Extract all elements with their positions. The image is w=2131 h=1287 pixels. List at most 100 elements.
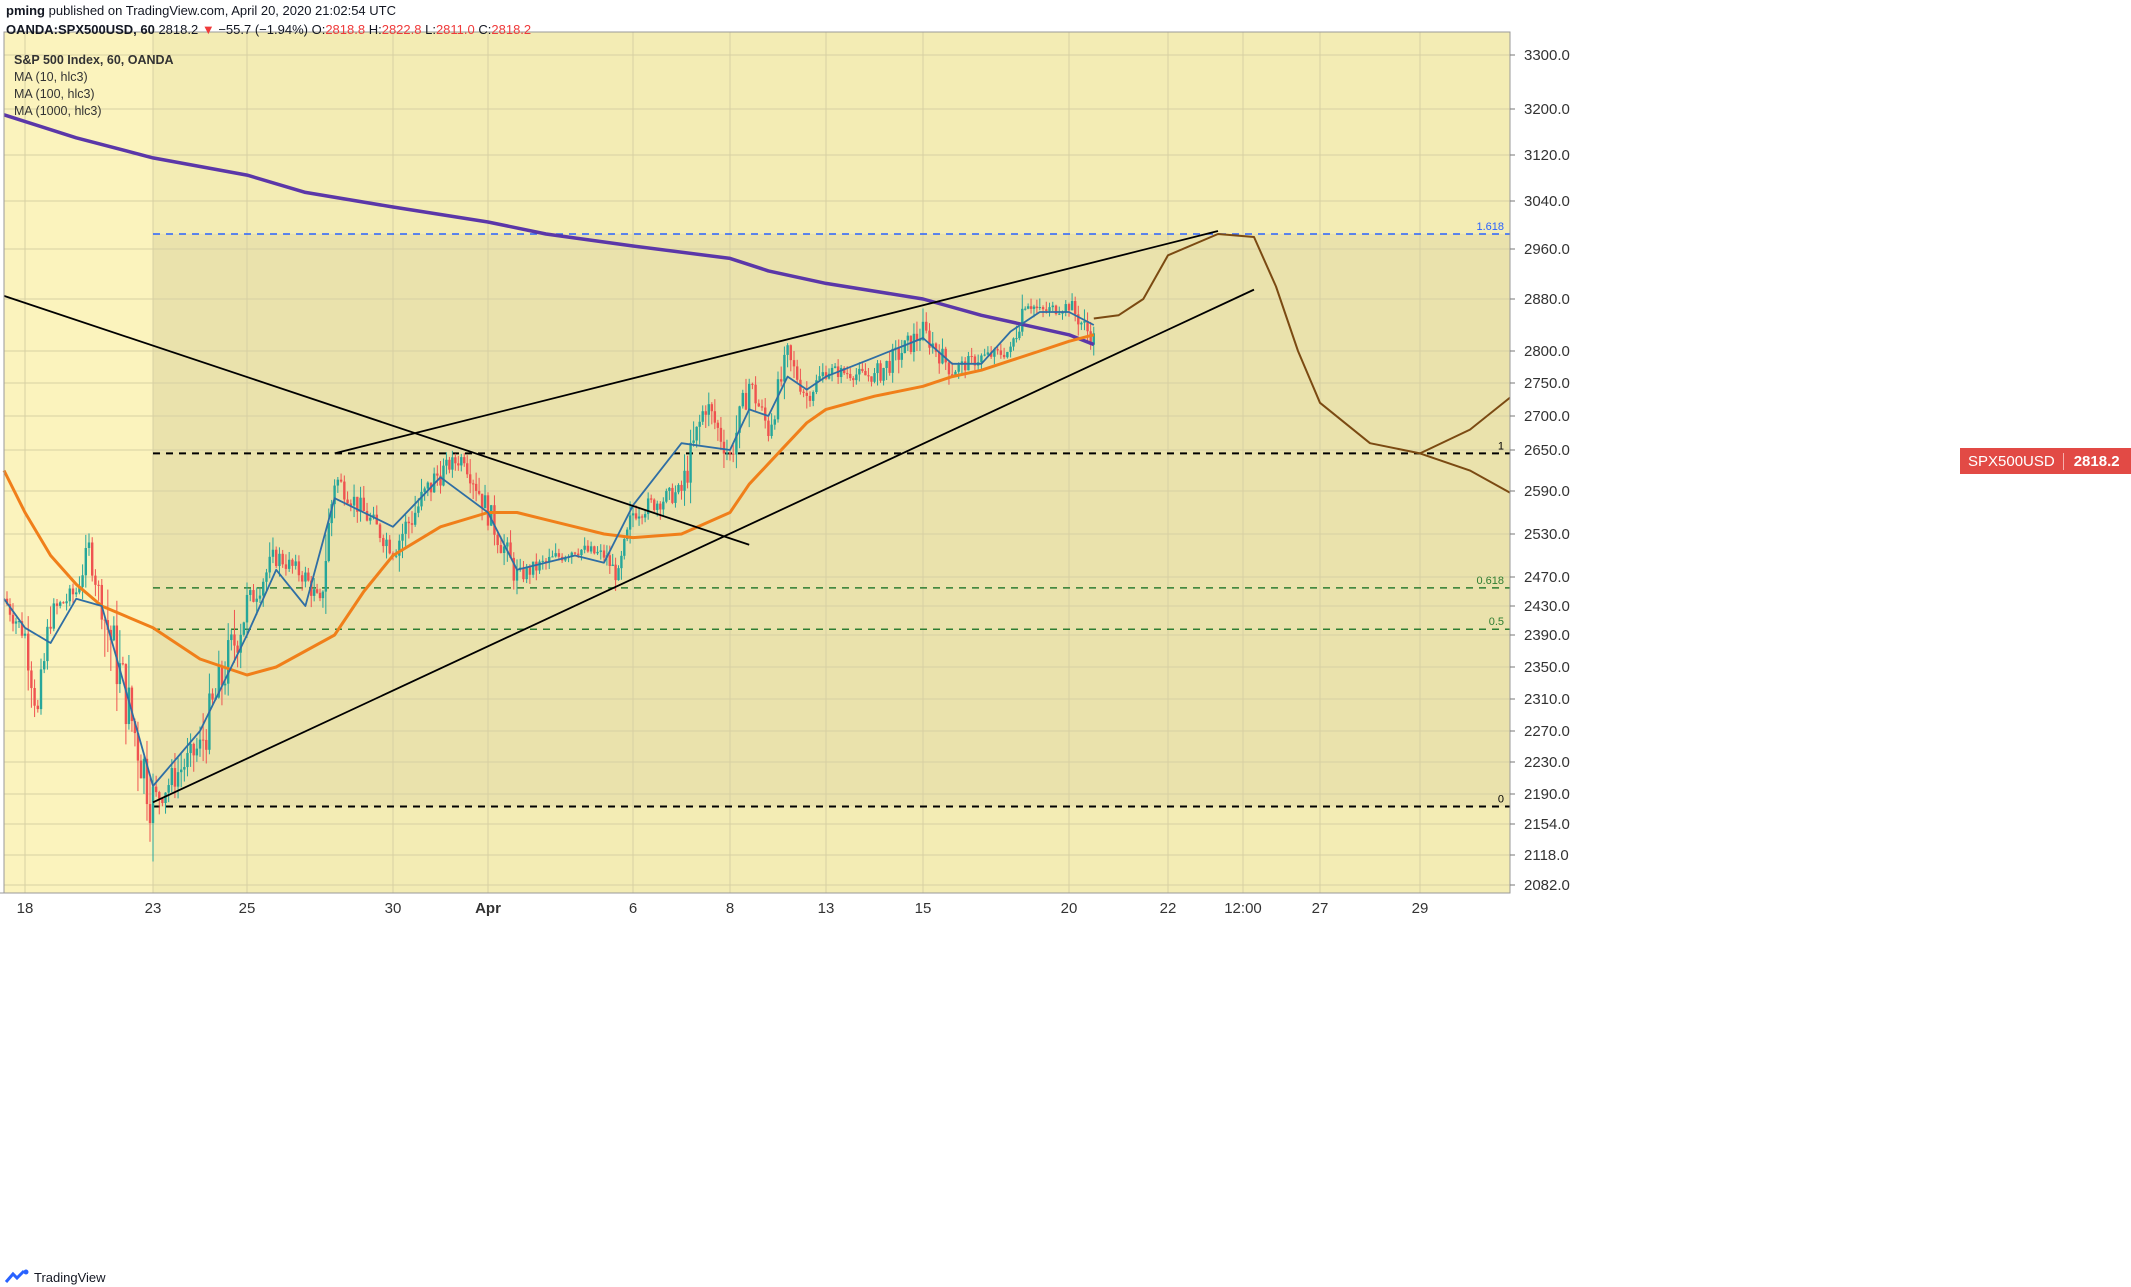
candle-body — [833, 366, 837, 368]
time-tick-label: 13 — [818, 900, 835, 917]
close-label: C: — [478, 22, 492, 37]
candle-body — [674, 492, 677, 503]
candle-body — [242, 622, 246, 635]
candle-body — [515, 569, 519, 581]
candle-body — [417, 506, 420, 513]
candle-body — [815, 380, 818, 393]
time-tick-label: 29 — [1412, 900, 1429, 917]
candle-body — [564, 557, 567, 561]
candle-body — [426, 482, 430, 489]
candle-body — [970, 356, 973, 358]
time-tick-label: 18 — [17, 900, 34, 917]
price-tick-label: 2310.0 — [1524, 691, 1570, 708]
trendline-upper — [334, 230, 1219, 455]
candle-body — [1021, 308, 1024, 332]
candle-body — [744, 392, 748, 410]
candle-body — [719, 427, 723, 442]
candle-body — [20, 621, 24, 636]
author-name[interactable]: pming — [6, 3, 45, 18]
candle-body — [925, 321, 928, 331]
candle-body — [608, 555, 611, 566]
candle-body — [183, 767, 186, 770]
candle-body — [62, 602, 65, 604]
candle-body — [882, 367, 885, 381]
candle-body — [698, 421, 701, 427]
candle-body — [1029, 306, 1033, 309]
down-arrow-icon: ▼ — [201, 22, 215, 37]
projection-branch-line — [1419, 452, 1521, 500]
price-tick-label: 2800.0 — [1524, 343, 1570, 360]
candle-body — [802, 391, 805, 393]
candle-body — [1054, 305, 1058, 315]
candle-body — [1058, 313, 1061, 315]
legend-ma1000[interactable]: MA (1000, hlc3) — [14, 104, 102, 118]
candle-body — [30, 670, 33, 689]
price-tick-label: 2750.0 — [1524, 375, 1570, 392]
high-label: H: — [368, 22, 382, 37]
candle-body — [118, 663, 122, 685]
candle-body — [780, 379, 783, 382]
candle-body — [372, 514, 375, 518]
candle-body — [551, 556, 554, 558]
price-tick-label: 3040.0 — [1524, 193, 1570, 210]
candle-body — [8, 604, 12, 615]
candle-body — [148, 804, 152, 824]
candle-body — [738, 406, 741, 433]
candle-body — [223, 683, 227, 686]
trendline-downtrend — [3, 295, 750, 546]
candle-body — [1067, 304, 1071, 311]
candle-body — [170, 768, 173, 786]
candle-body — [14, 621, 18, 624]
candle-body — [864, 370, 867, 376]
candle-body — [352, 496, 356, 506]
candle-body — [662, 501, 665, 510]
publisher-line: pming published on TradingView.com, Apri… — [6, 3, 396, 18]
candle-body — [245, 594, 249, 623]
candle-body — [349, 503, 353, 506]
candle-body — [554, 553, 557, 557]
candle-body — [27, 633, 30, 671]
close-value: 2818.2 — [491, 22, 532, 37]
candle-body — [227, 640, 230, 684]
candle-body — [900, 353, 903, 360]
candle-body — [861, 368, 864, 371]
legend-ma10[interactable]: MA (10, hlc3) — [14, 70, 88, 84]
candle-body — [671, 487, 674, 503]
candle-body — [573, 552, 577, 554]
candle-body — [628, 515, 632, 530]
candle-body — [577, 553, 580, 556]
legend-title[interactable]: S&P 500 Index, 60, OANDA — [14, 53, 174, 67]
candle-body — [531, 561, 535, 575]
candle-body — [315, 589, 319, 593]
candle-body — [81, 575, 84, 587]
candle-body — [668, 487, 671, 491]
candle-body — [233, 634, 236, 646]
time-tick-label: Apr — [475, 900, 501, 917]
candle-body — [776, 379, 780, 420]
candle-body — [725, 452, 729, 454]
price-tick-label: 2430.0 — [1524, 598, 1570, 615]
price-tick-label: 2230.0 — [1524, 754, 1570, 771]
candle-body — [677, 484, 680, 493]
candle-body — [339, 479, 343, 482]
candle-body — [617, 568, 620, 581]
candle-body — [1064, 304, 1067, 313]
projection-path — [1093, 233, 1521, 500]
candle-body — [255, 598, 258, 602]
candle-body — [1032, 306, 1036, 309]
footer-brand[interactable]: TradingView — [4, 1269, 106, 1285]
candle-body — [454, 457, 457, 464]
candle-body — [646, 498, 650, 515]
candle-body — [934, 343, 938, 352]
candle-body — [906, 335, 910, 341]
candle-body — [468, 474, 472, 484]
candle-body — [818, 376, 821, 381]
legend-ma100[interactable]: MA (100, hlc3) — [14, 87, 95, 101]
candle-body — [846, 373, 849, 375]
candle-body — [121, 663, 125, 665]
candle-body — [252, 590, 255, 602]
candle-body — [284, 564, 288, 569]
candle-body — [732, 453, 735, 455]
chart-background-left — [4, 32, 153, 893]
